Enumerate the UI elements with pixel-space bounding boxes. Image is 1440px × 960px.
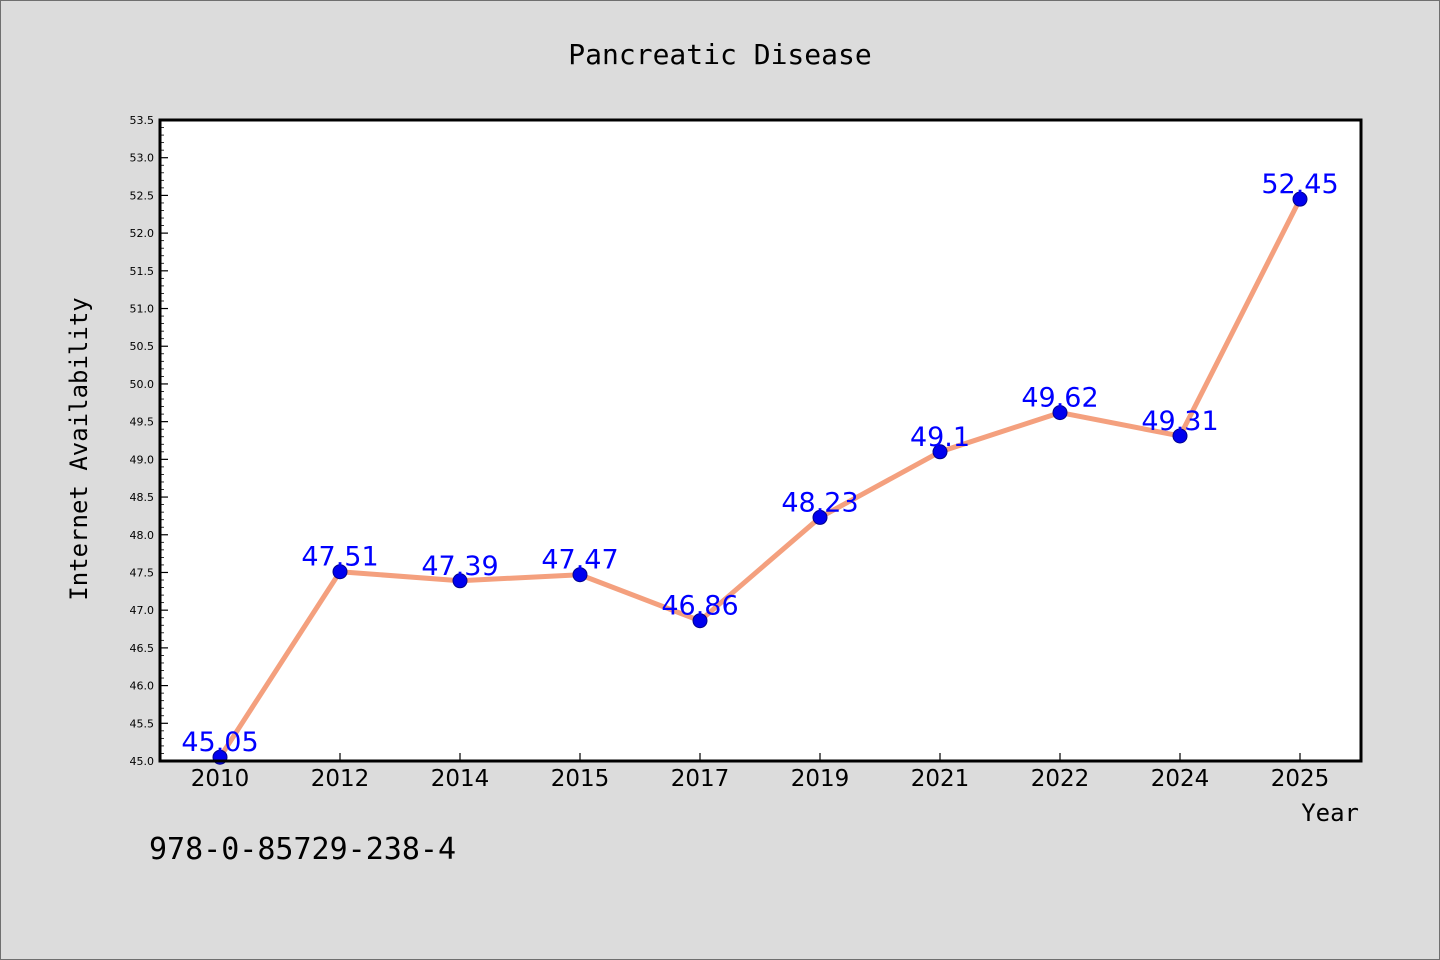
x-tick-label: 2017 [671,766,730,792]
y-tick-label: 45.0 [130,755,155,768]
data-point [572,567,588,583]
x-tick-label: 2012 [311,766,370,792]
y-axis-label: Internet Availability [65,297,93,600]
data-label: 48.23 [781,487,858,518]
data-label: 49.1 [910,422,970,453]
data-label: 52.45 [1261,169,1338,200]
x-axis-label: Year [1301,799,1359,827]
y-tick-label: 49.0 [130,453,155,466]
y-tick-label: 48.5 [130,491,155,504]
data-label: 46.86 [661,591,738,622]
y-tick-label: 46.0 [130,680,155,693]
x-tick-label: 2019 [791,766,850,792]
y-tick-label: 53.0 [130,152,155,165]
data-labels: 45.05 47.51 47.39 47.47 46.86 48.23 49.1 49.62 4… [181,169,1338,758]
x-tick-label: 2015 [551,766,610,792]
y-tick-label: 46.5 [130,642,155,655]
y-tick-label: 51.0 [130,303,155,316]
y-tick-label: 50.0 [130,378,155,391]
data-label: 47.39 [421,551,498,582]
x-tick-label: 2014 [431,766,490,792]
x-tick-label: 2010 [191,766,250,792]
x-tick-label: 2025 [1271,766,1330,792]
plot-area [160,120,1361,761]
x-tick-label: 2022 [1031,766,1090,792]
plot-frame [158,118,1363,763]
data-point [452,573,468,589]
data-point [932,444,948,460]
y-tick-label: 49.5 [130,416,155,429]
y-tick-label: 45.5 [130,717,155,730]
data-point [1172,428,1188,444]
y-tick-label: 52.0 [130,227,155,240]
x-tick-label: 2021 [911,766,970,792]
data-label: 45.05 [181,727,258,758]
chart-title: Pancreatic Disease [568,38,871,71]
data-point [1292,191,1308,207]
x-tick-label: 2024 [1151,766,1210,792]
data-label: 47.47 [541,545,618,576]
data-point [1052,405,1068,421]
data-point [332,564,348,580]
y-tick-label: 51.5 [130,265,155,278]
y-tick-label: 47.0 [130,604,155,617]
series-line [217,196,1303,760]
y-axis-ticks: 45.0 45.5 46.0 46.5 47.0 47.5 48.0 48.5 49.0 49.5… [130,114,168,768]
y-tick-label: 52.5 [130,189,155,202]
data-label: 49.62 [1021,383,1098,414]
data-label: 49.31 [1141,406,1218,437]
footer-code: 978-0-85729-238-4 [149,832,457,867]
y-tick-label: 50.5 [130,340,155,353]
y-tick-label: 53.5 [130,114,155,127]
data-point [692,613,708,629]
y-tick-label: 48.0 [130,529,155,542]
x-axis-ticks: 2010 2012 2014 2015 2017 2019 2021 2022 2024 2025 [191,753,1330,792]
data-point [812,509,828,525]
data-label: 47.51 [301,542,378,573]
y-tick-label: 47.5 [130,566,155,579]
